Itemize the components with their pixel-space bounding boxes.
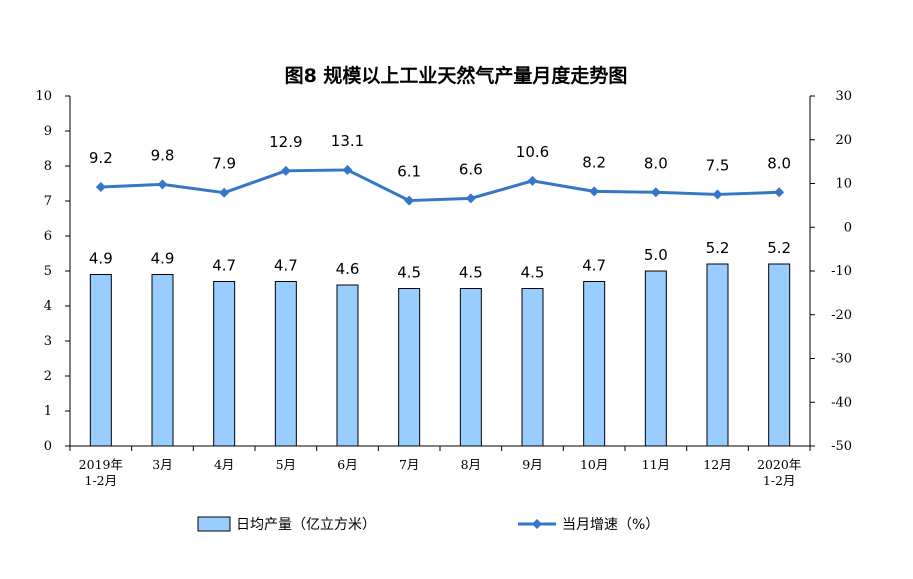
x-tick-label: 2020年 1-2月 [757, 457, 801, 488]
line-value-label: 10.6 [516, 143, 549, 161]
y-left-tick-label: 7 [44, 194, 52, 209]
bar [644, 270, 667, 447]
y-right-tick-label: -40 [831, 395, 852, 410]
y-left-tick-label: 1 [44, 404, 52, 419]
growth-line [100, 168, 780, 203]
bar [274, 281, 297, 447]
legend-line-marker [532, 519, 542, 529]
y-left-tick-label: 10 [35, 89, 52, 104]
line-value-label: 6.6 [459, 160, 483, 178]
data-labels: 4.9 4.9 4.7 4.7 4.6 4.5 4.5 4.5 4.7 5.0 5.2 5.2 9.2 9… [89, 132, 791, 282]
line-point [342, 164, 353, 175]
x-tick-label: 9月 [522, 457, 542, 472]
bar-series [89, 263, 791, 447]
line-value-label: 9.2 [89, 149, 113, 167]
bar-value-label: 5.0 [644, 246, 668, 264]
y-right-tick-label: 0 [844, 220, 852, 235]
line-point [712, 189, 723, 200]
bar [336, 284, 359, 447]
line-point [774, 187, 785, 198]
bar-value-label: 4.6 [336, 260, 360, 278]
x-tick-label: 5月 [276, 457, 296, 472]
y-left-tick-label: 0 [44, 439, 52, 454]
bar [768, 263, 791, 447]
y-left-tick-label: 3 [44, 334, 52, 349]
y-left-tick-label: 6 [44, 229, 52, 244]
x-tick-label: 7月 [399, 457, 419, 472]
line-value-label: 8.0 [644, 154, 668, 172]
bar [459, 288, 482, 447]
line-point [465, 193, 476, 204]
bar-value-label: 4.5 [521, 264, 545, 282]
line-point [280, 165, 291, 176]
x-tick-label: 4月 [214, 457, 234, 472]
axes: 0 1 2 3 4 5 6 7 8 9 10 -50 -40 -30 -20 -10 0 10 20 30 2019年 1… [35, 89, 852, 488]
x-tick-label: 8月 [461, 457, 481, 472]
bar [398, 288, 421, 447]
line-point [650, 187, 661, 198]
bar-value-label: 5.2 [706, 239, 730, 257]
line-value-label: 13.1 [331, 132, 364, 150]
bar [583, 281, 606, 447]
x-tick-label: 10月 [580, 457, 608, 472]
bar-value-label: 4.9 [151, 250, 175, 268]
line-value-label: 6.1 [397, 163, 421, 181]
y-left-tick-label: 8 [44, 159, 52, 174]
bar-value-label: 4.7 [274, 257, 298, 275]
line-value-label: 7.5 [706, 156, 730, 174]
bar [151, 274, 174, 447]
line-value-label: 7.9 [212, 155, 236, 173]
line-value-label: 9.8 [151, 146, 175, 164]
legend: 日均产量（亿立方米） 当月增速（%） [197, 516, 659, 533]
line-value-label: 8.0 [767, 154, 791, 172]
y-right-tick-label: 20 [835, 133, 852, 148]
y-left-tick-label: 4 [44, 299, 52, 314]
x-tick-label: 12月 [703, 457, 731, 472]
y-left-tick-label: 5 [44, 264, 52, 279]
y-left-tick-label: 9 [44, 124, 52, 139]
bar [706, 263, 729, 447]
legend-bar-swatch [197, 516, 231, 532]
bar-value-label: 5.2 [767, 239, 791, 257]
x-tick-label: 6月 [337, 457, 357, 472]
x-tick-label: 11月 [642, 457, 670, 472]
legend-line-label: 当月增速（%） [562, 517, 659, 533]
bar-value-label: 4.5 [397, 264, 421, 282]
x-tick-label: 2019年 1-2月 [79, 457, 123, 488]
line-value-label: 8.2 [582, 153, 606, 171]
line-point [404, 195, 415, 206]
legend-bar-label: 日均产量（亿立方米） [236, 517, 376, 533]
line-point [527, 175, 538, 186]
y-right-tick-label: -20 [831, 308, 852, 323]
y-right-tick-label: 30 [835, 89, 852, 104]
y-right-tick-label: -30 [831, 352, 852, 367]
bar [213, 281, 236, 447]
bar [89, 274, 112, 447]
line-point [219, 187, 230, 198]
bar [521, 288, 544, 447]
y-right-tick-label: 10 [835, 177, 852, 192]
bar-value-label: 4.7 [212, 257, 236, 275]
line-point [157, 179, 168, 190]
line-point [95, 182, 106, 192]
x-tick-label: 3月 [152, 457, 172, 472]
line-point [589, 186, 600, 197]
line-series [95, 164, 785, 206]
y-right-tick-label: -50 [831, 439, 852, 454]
bar-value-label: 4.9 [89, 250, 113, 268]
y-right-tick-label: -10 [831, 264, 852, 279]
bar-value-label: 4.7 [582, 257, 606, 275]
line-value-label: 12.9 [269, 133, 302, 151]
chart-title: 图8 规模以上工业天然气产量月度走势图 [285, 64, 628, 87]
y-left-tick-label: 2 [44, 369, 52, 384]
bar-value-label: 4.5 [459, 264, 483, 282]
